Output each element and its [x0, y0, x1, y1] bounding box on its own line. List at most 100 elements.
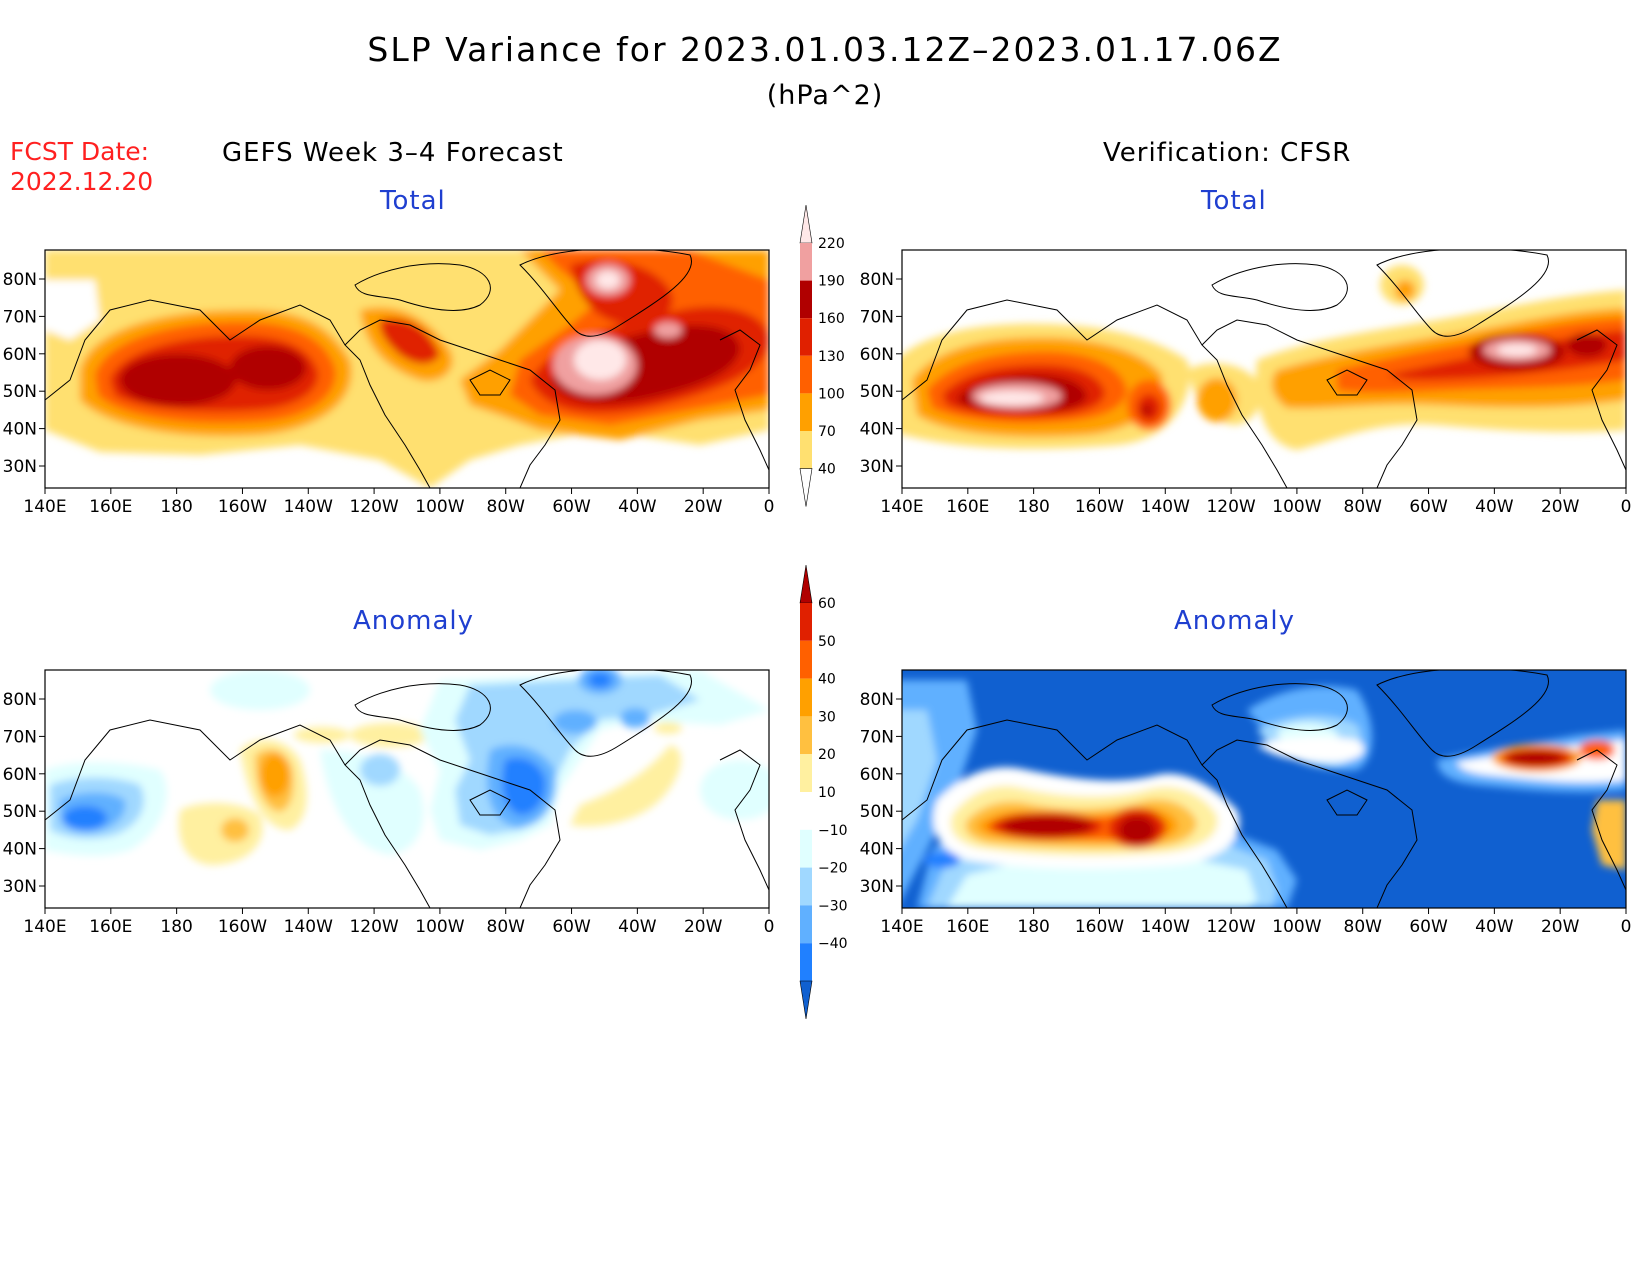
- lon-axis: 140E 160E 180 160W 140W 120W 100W 80W 60W 40W 20W 0: [23, 488, 774, 517]
- forecast-anomaly-title: Anomaly: [353, 606, 475, 636]
- lon-tick-label: 60W: [552, 917, 591, 937]
- colorbar-label: 190: [818, 274, 845, 290]
- lon-tick-label: 20W: [1541, 917, 1580, 937]
- lat-tick-label: 40N: [3, 420, 37, 440]
- map-frame: [44, 249, 770, 489]
- colorbar-segment: [800, 243, 812, 281]
- colorbar-segment: [800, 393, 812, 431]
- colorbar-label: 220: [818, 236, 845, 252]
- lon-tick-label: 100W: [415, 497, 464, 517]
- colorbar-arrow-top: [799, 204, 813, 244]
- lon-tick-label: 140E: [880, 497, 923, 517]
- lat-tick-label: 60N: [860, 765, 894, 785]
- colorbar-label: 40: [818, 462, 836, 478]
- anomaly-colorbar: 60 50 40 30 20 10 −10 −20 −30 −40: [799, 564, 848, 1020]
- verification-anomaly-field: [902, 670, 1626, 908]
- main-title: SLP Variance for 2023.01.03.12Z–2023.01.…: [367, 30, 1283, 69]
- lat-tick-label: 30N: [3, 877, 37, 897]
- colorbar-label: −30: [818, 898, 848, 914]
- lat-axis: 80N 70N 60N 50N 40N 30N: [3, 690, 45, 897]
- lon-axis: 140E 160E 180 160W 140W 120W 100W 80W 60W 40W 20W 0: [880, 488, 1631, 517]
- lon-tick-label: 60W: [1409, 497, 1448, 517]
- colorbar-label: 30: [818, 709, 836, 725]
- lon-tick-label: 80W: [1344, 917, 1383, 937]
- lat-axis: 80N 70N 60N 50N 40N 30N: [860, 270, 902, 477]
- colorbar-segment: [800, 355, 812, 394]
- forecast-anomaly-map: 80N 70N 60N 50N 40N 30N 140E 160E 180 160W 140W 12…: [3, 669, 774, 937]
- lon-tick-label: 80W: [487, 917, 526, 937]
- forecast-total-field: [45, 250, 769, 488]
- lon-tick-label: 120W: [349, 497, 398, 517]
- lat-tick-label: 60N: [3, 345, 37, 365]
- colorbar-segment: [800, 280, 812, 319]
- lon-tick-label: 180: [160, 497, 192, 517]
- lon-tick-label: 40W: [1475, 497, 1514, 517]
- lat-axis: 80N 70N 60N 50N 40N 30N: [3, 270, 45, 477]
- lat-tick-label: 30N: [860, 877, 894, 897]
- lon-tick-label: 160E: [946, 917, 989, 937]
- lat-tick-label: 70N: [860, 307, 894, 327]
- lat-tick-label: 70N: [3, 727, 37, 747]
- colorbar-segment: [800, 603, 812, 641]
- lat-tick-label: 80N: [860, 270, 894, 290]
- fcst-date: FCST Date: 2022.12.20: [10, 137, 153, 197]
- lon-tick-label: 140W: [284, 917, 333, 937]
- lat-tick-label: 70N: [860, 727, 894, 747]
- verification-total-map: 80N 70N 60N 50N 40N 30N 140E 160E 180 160W 140W 12…: [860, 249, 1631, 517]
- map-frame: [901, 669, 1627, 909]
- lon-tick-label: 160E: [89, 917, 132, 937]
- verification-total-title: Total: [1201, 186, 1267, 216]
- fcst-date-value: 2022.12.20: [10, 167, 154, 196]
- lon-tick-label: 80W: [1344, 497, 1383, 517]
- lon-tick-label: 140E: [23, 917, 66, 937]
- colorbar-segment: [800, 318, 812, 356]
- forecast-anomaly-field: [45, 670, 769, 908]
- coastlines: [902, 250, 1626, 488]
- lon-tick-label: 140E: [23, 497, 66, 517]
- forecast-total-title: Total: [380, 186, 446, 216]
- lon-tick-label: 40W: [618, 497, 657, 517]
- lat-tick-label: 40N: [860, 840, 894, 860]
- coastlines: [45, 250, 769, 488]
- lat-tick-label: 80N: [3, 270, 37, 290]
- lat-tick-label: 80N: [3, 690, 37, 710]
- colorbar-label: 50: [818, 634, 836, 650]
- colorbar-segment: [800, 905, 812, 944]
- lon-tick-label: 180: [1017, 917, 1049, 937]
- lon-tick-label: 140W: [284, 497, 333, 517]
- colorbar-segment: [800, 754, 812, 792]
- verification-column-title: Verification: CFSR: [1103, 138, 1352, 168]
- fcst-date-label: FCST Date:: [10, 137, 150, 166]
- lon-tick-label: 180: [1017, 497, 1049, 517]
- lon-tick-label: 40W: [618, 917, 657, 937]
- lat-axis: 80N 70N 60N 50N 40N 30N: [860, 690, 902, 897]
- lon-tick-label: 140E: [880, 917, 923, 937]
- colorbar-arrow-bottom: [799, 980, 813, 1020]
- lon-tick-label: 120W: [1206, 917, 1255, 937]
- map-frame: [901, 249, 1627, 489]
- lon-tick-label: 40W: [1475, 917, 1514, 937]
- colorbar-segment: [800, 678, 812, 717]
- colorbar-label: 100: [818, 386, 845, 402]
- lon-tick-label: 160E: [946, 497, 989, 517]
- lon-tick-label: 100W: [415, 917, 464, 937]
- lon-tick-label: 0: [1621, 497, 1632, 517]
- colorbar-label: 10: [818, 785, 836, 801]
- units-label: (hPa^2): [766, 80, 884, 111]
- lon-tick-label: 160W: [1075, 497, 1124, 517]
- forecast-column-title: GEFS Week 3–4 Forecast: [222, 138, 564, 168]
- lon-tick-label: 20W: [684, 917, 723, 937]
- lat-tick-label: 50N: [3, 802, 37, 822]
- colorbar-segment: [800, 829, 812, 868]
- colorbar-segment: [800, 943, 812, 981]
- lon-tick-label: 140W: [1141, 497, 1190, 517]
- lon-tick-label: 0: [764, 497, 775, 517]
- coastlines: [45, 670, 769, 908]
- lon-tick-label: 20W: [684, 497, 723, 517]
- lon-tick-label: 160W: [218, 497, 267, 517]
- colorbar-segment: [800, 716, 812, 755]
- map-frame: [44, 669, 770, 909]
- colorbar-arrow-top: [799, 564, 813, 604]
- lat-tick-label: 40N: [3, 840, 37, 860]
- lat-tick-label: 50N: [3, 382, 37, 402]
